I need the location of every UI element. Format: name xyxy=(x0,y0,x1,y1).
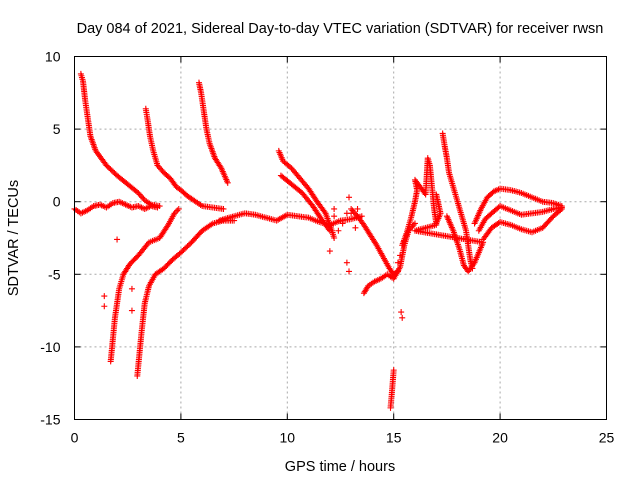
data-point xyxy=(558,205,565,212)
data-point xyxy=(331,213,338,220)
data-point xyxy=(154,204,161,211)
x-tick-label: 0 xyxy=(71,430,79,446)
data-point xyxy=(339,220,346,227)
tick-label-layer: 0 5 10 15 20 25 -15 -10 -5 0 5 10 xyxy=(40,49,614,446)
x-tick-label: 20 xyxy=(492,430,508,446)
data-point xyxy=(398,309,405,316)
data-point xyxy=(331,205,338,212)
series-arc-5-descending xyxy=(439,130,476,272)
series-late-middle-arc xyxy=(475,203,565,234)
data-point xyxy=(346,194,353,201)
data-point xyxy=(326,227,333,234)
data-point xyxy=(101,303,108,310)
data-points xyxy=(71,70,565,411)
x-tick-label: 25 xyxy=(599,430,615,446)
data-point xyxy=(128,307,135,314)
y-tick-label: -15 xyxy=(40,412,60,428)
grid-layer xyxy=(74,56,607,420)
series-dip-near-15 xyxy=(387,367,397,411)
y-tick-label: -5 xyxy=(48,266,61,282)
series-descent-to-minus-5 xyxy=(348,205,401,278)
x-tick-label: 5 xyxy=(177,430,185,446)
series-arc-3-descending xyxy=(195,79,231,186)
series-arc-2-descending xyxy=(142,105,227,212)
y-tick-label: -10 xyxy=(40,339,60,355)
series-late-rise-cluster xyxy=(399,155,444,249)
series-arc-1-descending xyxy=(77,70,163,210)
data-point xyxy=(399,314,406,321)
data-point xyxy=(220,205,227,212)
y-tick-label: 0 xyxy=(53,194,61,210)
series-rise-from-minus-12 xyxy=(134,217,238,379)
data-point xyxy=(343,259,350,266)
chart-title: Day 084 of 2021, Sidereal Day-to-day VTE… xyxy=(77,21,604,37)
data-point xyxy=(287,164,294,171)
data-point xyxy=(346,268,353,275)
data-point xyxy=(354,205,361,212)
data-point xyxy=(557,207,564,214)
series-isolated-early xyxy=(101,236,135,314)
data-point xyxy=(331,235,338,241)
series-arc-4b xyxy=(277,172,333,234)
series-baseline-early xyxy=(71,198,161,217)
y-axis-label: SDTVAR / TECUs xyxy=(6,180,22,296)
series-late-lows xyxy=(411,213,487,275)
x-tick-label: 10 xyxy=(280,430,296,446)
data-point xyxy=(191,197,198,204)
data-point xyxy=(433,221,440,228)
series-rise-from-minus-11 xyxy=(107,205,182,365)
x-tick-label: 15 xyxy=(386,430,402,446)
data-point xyxy=(411,220,418,227)
data-point xyxy=(224,179,231,186)
data-point xyxy=(433,191,440,198)
data-point xyxy=(174,207,181,214)
data-point xyxy=(335,227,342,234)
data-point xyxy=(114,236,121,243)
data-point xyxy=(101,293,108,300)
data-point xyxy=(394,259,401,266)
plot-frame xyxy=(74,56,607,420)
series-late-lower-arc xyxy=(480,205,565,243)
series-late-upper-arc xyxy=(471,185,565,227)
data-point xyxy=(128,285,135,292)
y-tick-label: 10 xyxy=(45,49,61,65)
data-point xyxy=(390,367,397,374)
data-point xyxy=(352,224,359,231)
data-point xyxy=(397,252,404,259)
y-tick-label: 5 xyxy=(53,121,61,137)
data-point xyxy=(175,205,182,212)
data-point xyxy=(326,248,333,255)
x-axis-label: GPS time / hours xyxy=(285,459,395,475)
